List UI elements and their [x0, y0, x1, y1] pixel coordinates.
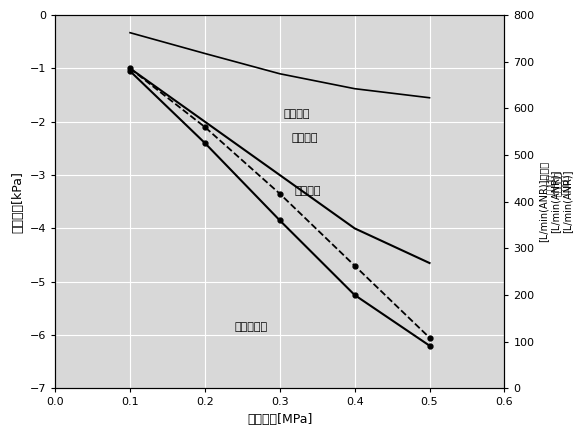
Y-axis label: [L/min(ANR)]注１）
[L/min(ANR)]
[L/min(ANR)]: [L/min(ANR)]注１） [L/min(ANR)] [L/min(ANR)…	[539, 161, 572, 242]
Text: 真空圧力: 真空圧力	[291, 133, 318, 143]
Y-axis label: 真空圧力[kPa]: 真空圧力[kPa]	[11, 171, 24, 232]
Text: 吸込流量: 吸込流量	[295, 186, 321, 196]
Text: 吐出流量: 吐出流量	[561, 173, 570, 194]
Text: 吐出流量: 吐出流量	[283, 109, 310, 119]
Text: 空気消費量: 空気消費量	[554, 171, 563, 196]
Text: 空気消費量: 空気消費量	[235, 322, 268, 332]
X-axis label: 供給圧力[MPa]: 供給圧力[MPa]	[247, 413, 312, 426]
Text: 吸込流量: 吸込流量	[546, 173, 556, 194]
